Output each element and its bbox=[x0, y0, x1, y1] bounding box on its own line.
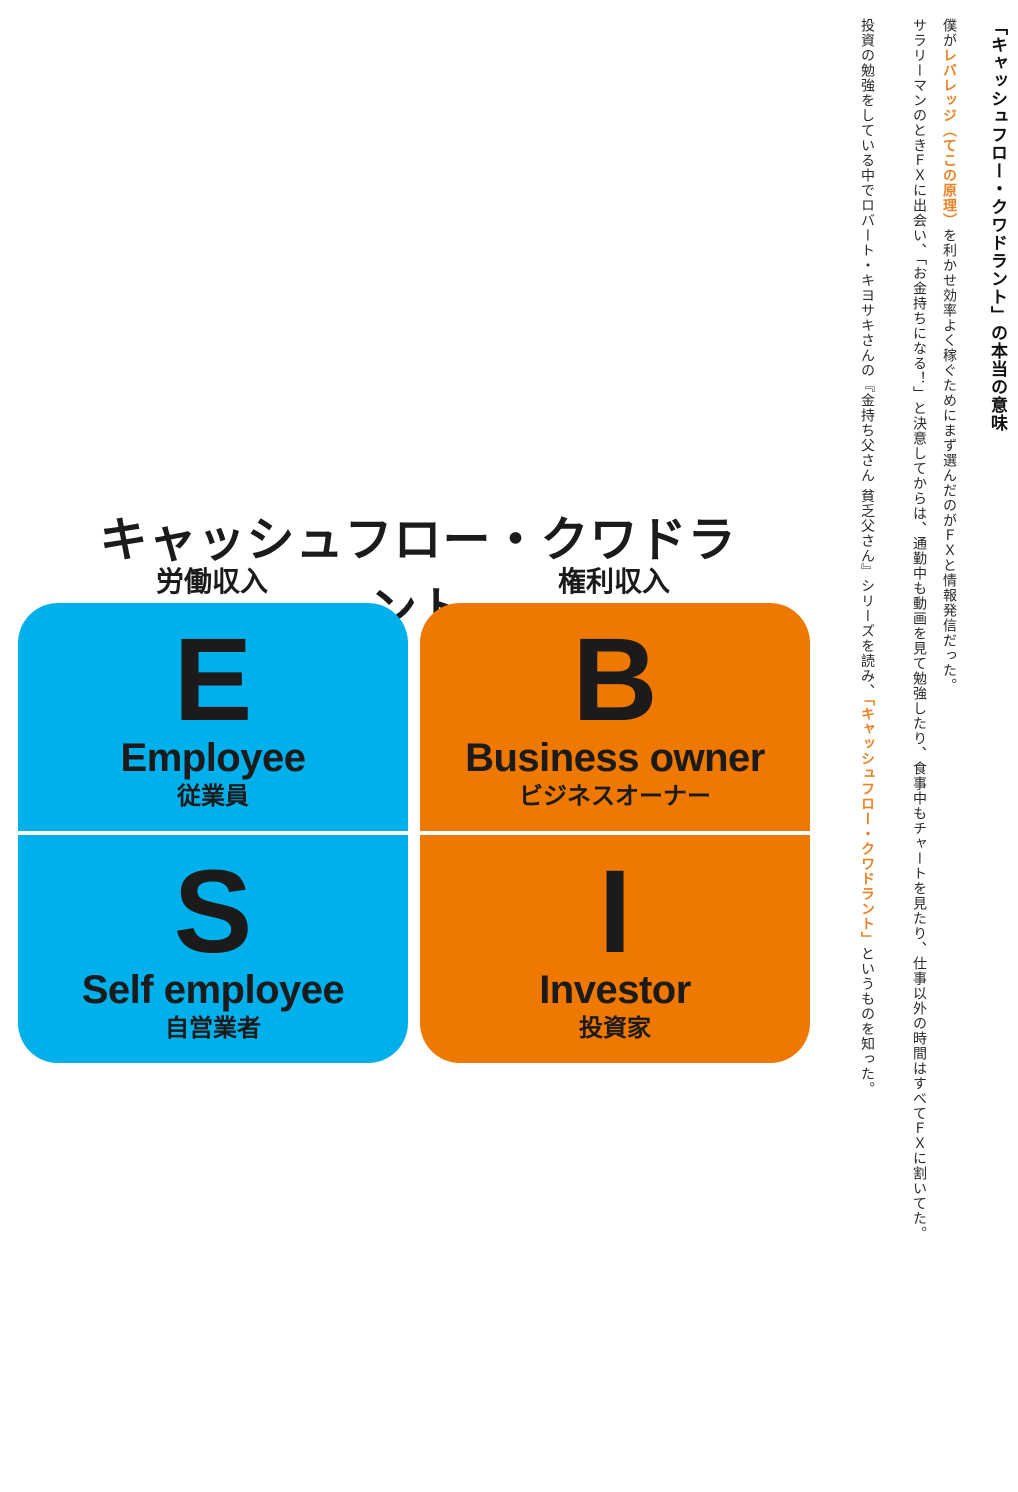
leverage-highlight: レバレッジ（てこの原理） bbox=[941, 48, 957, 228]
article-paragraph-2: サラリーマンのときＦＸに出会い、「お金持ちになる！」と決意してからは、通勤中も動… bbox=[911, 18, 927, 1241]
paragraph-3-text-start: 投資の勉強をしている中でロバート・キヨサキさんの『金持ち父さん 貧乏父さん』シリ… bbox=[859, 18, 875, 699]
business-owner-quadrant: B Business owner ビジネスオーナー bbox=[420, 603, 810, 831]
self-employee-english-label: Self employee bbox=[81, 968, 345, 1012]
cashflow-quadrant-highlight: 「キャッシュフロー・クワドラント」 bbox=[859, 698, 875, 947]
employee-english-label: Employee bbox=[120, 736, 306, 780]
quadrant-divider bbox=[420, 831, 810, 835]
employee-quadrant: E Employee 従業員 bbox=[18, 603, 408, 831]
employee-japanese-label: 従業員 bbox=[177, 782, 249, 810]
right-income-panel: B Business owner ビジネスオーナー I Investor 投資家 bbox=[420, 603, 810, 1063]
investor-english-label: Investor bbox=[539, 968, 691, 1012]
quadrant-letter-e: E bbox=[173, 614, 253, 746]
paragraph-3-text-end: というものを知った。 bbox=[859, 946, 875, 1097]
article-paragraph-3: 投資の勉強をしている中でロバート・キヨサキさんの『金持ち父さん 貧乏父さん』シリ… bbox=[859, 18, 875, 1458]
quadrant-divider bbox=[18, 831, 408, 835]
quadrant-letter-i: I bbox=[598, 846, 632, 978]
business-owner-english-label: Business owner bbox=[465, 736, 765, 780]
paragraph-1-text-end: を利かせ効率よく稼ぐためにまず選んだのがＦＸと情報発信だった。 bbox=[941, 228, 957, 693]
quadrant-letter-b: B bbox=[572, 614, 658, 746]
article-paragraph-1: 僕がレバレッジ（てこの原理）を利かせ効率よく稼ぐためにまず選んだのがＦＸと情報発… bbox=[941, 18, 957, 1458]
labor-income-heading: 労働収入 bbox=[155, 565, 268, 598]
cashflow-quadrant-diagram: キャッシュフロー・クワドラント 労働収入 権利収入 E Employee 従業員… bbox=[18, 500, 810, 1065]
investor-quadrant: I Investor 投資家 bbox=[420, 835, 810, 1063]
paragraph-1-text-start: 僕が bbox=[941, 18, 957, 48]
labor-income-panel: E Employee 従業員 S Self employee 自営業者 bbox=[18, 603, 408, 1063]
self-employee-japanese-label: 自営業者 bbox=[165, 1014, 261, 1042]
investor-japanese-label: 投資家 bbox=[579, 1014, 651, 1042]
article-title: 「キャッシュフロー・クワドラント」の本当の意味 bbox=[987, 18, 1007, 432]
right-income-heading: 権利収入 bbox=[557, 565, 670, 598]
quadrant-letter-s: S bbox=[173, 846, 253, 978]
business-owner-japanese-label: ビジネスオーナー bbox=[519, 782, 711, 810]
self-employee-quadrant: S Self employee 自営業者 bbox=[18, 835, 408, 1063]
